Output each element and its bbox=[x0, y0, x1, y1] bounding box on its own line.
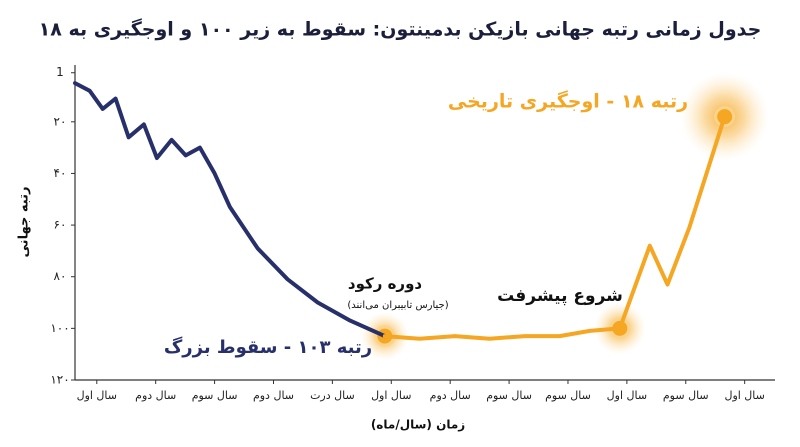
x-tick-label: سال سوم bbox=[663, 389, 709, 402]
x-tick-label: سال دوم bbox=[430, 389, 471, 402]
x-tick-label: سال دوم bbox=[135, 389, 176, 402]
x-tick-label: سال درت bbox=[310, 389, 355, 402]
y-tick-label: ۴۰ bbox=[54, 166, 67, 180]
y-tick-label: ۶۰ bbox=[54, 218, 67, 232]
series-line bbox=[382, 114, 727, 341]
x-tick-label: سال سوم bbox=[192, 389, 238, 402]
y-tick-label: ۱۰۰ bbox=[50, 321, 69, 335]
x-axis-label: زمان (سال/ماه) bbox=[371, 418, 465, 432]
annotation: (جیارس تابیبران می‌انند) bbox=[347, 300, 448, 311]
x-tick-label: سال اول bbox=[607, 389, 647, 402]
y-tick-label: ۸۰ bbox=[54, 269, 67, 283]
y-tick-label: 1 bbox=[56, 65, 64, 79]
x-tick-label: سال اول bbox=[371, 389, 411, 402]
x-tick-label: سال سوم bbox=[486, 389, 532, 402]
x-tick-label: سال دوم bbox=[253, 389, 294, 402]
y-tick-label: ۲۰ bbox=[54, 114, 67, 128]
x-tick-label: سال سوم bbox=[545, 389, 591, 402]
chart-title: جدول زمانی رتبه جهانی بازیکن بدمینتون: س… bbox=[39, 18, 762, 41]
y-tick-label: ۱۲۰ bbox=[50, 373, 69, 387]
annotation: رتبه ۱۸ - اوجگیری تاریخی bbox=[448, 90, 688, 113]
x-tick-label: سال اول bbox=[724, 389, 764, 402]
annotation: شروع پیشرفت bbox=[497, 286, 623, 306]
x-tick-label: سال اول bbox=[77, 389, 117, 402]
annotation: رتبه ۱۰۳ - سقوط بزرگ bbox=[164, 336, 372, 358]
annotation: دوره رکود bbox=[348, 275, 422, 293]
series-line bbox=[73, 81, 387, 339]
y-axis-label: رتبه جهانی bbox=[17, 187, 32, 258]
